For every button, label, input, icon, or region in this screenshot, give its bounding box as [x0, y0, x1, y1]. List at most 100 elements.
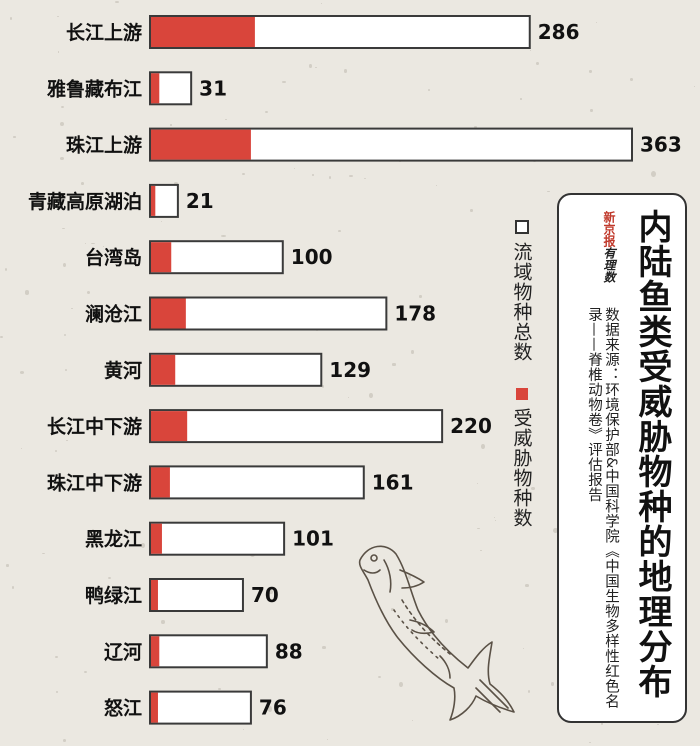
- paper-speck: [494, 520, 497, 522]
- paper-speck: [90, 242, 95, 245]
- paper-speck: [419, 294, 422, 298]
- legend-item-threatened: 受威胁物种数: [509, 388, 535, 528]
- paper-speck: [12, 136, 17, 138]
- paper-speck: [391, 607, 394, 611]
- paper-speck: [315, 67, 317, 69]
- bar-threatened: [151, 298, 186, 329]
- brand-logo: 新京报有理数: [597, 207, 621, 287]
- label-total: 31: [199, 76, 227, 100]
- paper-speck: [242, 729, 244, 730]
- paper-speck: [160, 619, 165, 625]
- paper-speck: [322, 385, 325, 389]
- label-threatened: 76: [255, 133, 283, 157]
- paper-speck: [522, 648, 525, 649]
- paper-speck: [529, 49, 532, 51]
- paper-speck: [62, 738, 66, 742]
- paper-speck: [536, 62, 539, 66]
- category-label: 珠江中下游: [47, 471, 142, 494]
- bar-threatened: [151, 692, 158, 723]
- label-threatened: 16: [175, 245, 203, 269]
- paper-speck: [476, 482, 478, 484]
- label-total: 100: [291, 245, 333, 269]
- paper-speck: [494, 517, 496, 519]
- paper-speck: [161, 220, 163, 222]
- legend: 流域物种总数 受威胁物种数: [509, 220, 535, 528]
- bar-threatened: [151, 17, 255, 47]
- paper-speck: [173, 181, 179, 186]
- category-label: 珠江上游: [66, 134, 142, 157]
- paper-speck: [268, 589, 273, 594]
- bar-total: [149, 465, 365, 500]
- label-total: 178: [394, 302, 436, 326]
- page-title: 内陆鱼类受威胁物种的地理分布: [632, 209, 672, 699]
- label-total: 21: [186, 189, 214, 213]
- paper-speck: [363, 178, 367, 180]
- label-threatened: 6: [162, 583, 176, 607]
- label-total: 220: [450, 414, 492, 438]
- paper-speck: [20, 447, 23, 450]
- paper-speck: [329, 176, 332, 179]
- bar-threatened: [151, 129, 251, 160]
- paper-speck: [86, 291, 90, 295]
- label-threatened: 9: [166, 527, 180, 551]
- paper-speck: [9, 17, 13, 21]
- paper-speck: [527, 689, 531, 694]
- paper-speck: [102, 245, 105, 247]
- paper-speck: [480, 443, 485, 449]
- label-total: 70: [251, 583, 279, 607]
- paper-speck: [224, 118, 227, 121]
- paper-speck: [651, 170, 657, 177]
- paper-speck: [470, 209, 473, 213]
- paper-speck: [369, 393, 374, 399]
- label-total: 129: [329, 358, 371, 382]
- label-total: 161: [372, 470, 414, 494]
- paper-speck: [107, 576, 111, 579]
- bar-total: [149, 352, 323, 387]
- paper-speck: [66, 439, 68, 441]
- label-total: 101: [292, 527, 334, 551]
- bar-threatened: [151, 636, 160, 667]
- category-label: 黄河: [104, 359, 142, 382]
- paper-speck: [57, 15, 59, 17]
- label-total: 286: [538, 20, 580, 44]
- paper-speck: [64, 369, 67, 371]
- bar-threatened: [151, 523, 162, 554]
- bar-total: [149, 409, 444, 444]
- paper-speck: [348, 175, 353, 178]
- label-total: 363: [640, 133, 682, 157]
- label-threatened: 7: [163, 76, 177, 100]
- paper-speck: [308, 64, 312, 68]
- bar-total: [149, 578, 244, 612]
- bar-total: [149, 240, 284, 275]
- paper-speck: [473, 125, 478, 128]
- paper-speck: [590, 108, 594, 113]
- paper-speck: [20, 370, 25, 374]
- paper-speck: [218, 688, 221, 690]
- fish-illustration: [358, 545, 515, 721]
- bar-threatened: [151, 242, 172, 273]
- paper-speck: [92, 528, 95, 531]
- paper-speck: [427, 88, 430, 91]
- bar-total: [149, 634, 268, 669]
- label-total: 76: [259, 696, 287, 720]
- paper-speck: [520, 98, 523, 100]
- paper-speck: [282, 81, 286, 84]
- legend-label-total: 流域物种总数: [510, 242, 533, 362]
- category-label: 长江中下游: [47, 415, 142, 438]
- paper-speck: [693, 85, 696, 87]
- paper-speck: [338, 230, 341, 232]
- paper-speck: [267, 705, 273, 712]
- paper-speck: [169, 124, 173, 126]
- paper-speck: [293, 167, 295, 170]
- category-label: 雅鲁藏布江: [47, 77, 142, 100]
- bar-threatened: [151, 185, 156, 216]
- paper-speck: [221, 234, 226, 237]
- paper-speck: [657, 723, 660, 725]
- paper-speck: [311, 173, 314, 176]
- paper-speck: [59, 121, 65, 127]
- label-threatened: 6: [162, 696, 176, 720]
- paper-speck: [54, 449, 58, 452]
- label-threatened: 7: [163, 639, 177, 663]
- label-threatened: 15: [174, 470, 202, 494]
